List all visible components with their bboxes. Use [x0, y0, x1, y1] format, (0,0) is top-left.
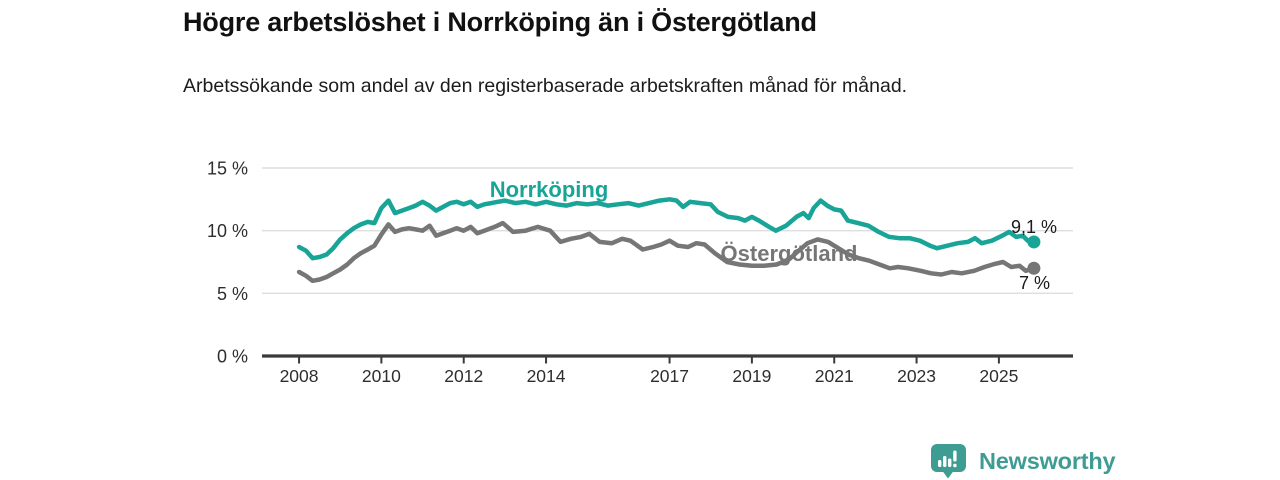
x-tick-label: 2025	[979, 366, 1018, 386]
x-tick-label: 2012	[444, 366, 483, 386]
y-tick-label: 15 %	[207, 159, 248, 179]
series-label-norrkoping: Norrköping	[490, 177, 609, 202]
series-line-ostergotland	[296, 220, 1037, 284]
page-title: Högre arbetslöshet i Norrköping än i Öst…	[183, 7, 817, 37]
series-line-norrkoping	[296, 197, 1037, 261]
x-tick-label: 2021	[815, 366, 854, 386]
bar-chart-pin-icon	[931, 444, 966, 479]
x-tick-label: 2023	[897, 366, 936, 386]
y-tick-label: 5 %	[217, 284, 248, 304]
newsworthy-logo: Newsworthy	[930, 443, 1116, 479]
y-tick-label: 0 %	[217, 347, 248, 367]
x-tick-label: 2014	[527, 366, 566, 386]
newsworthy-wordmark: Newsworthy	[979, 447, 1116, 474]
series-end-dot-norrkoping	[1027, 235, 1041, 249]
end-value-label-ostergotland: 7 %	[1019, 273, 1050, 293]
end-value-label-norrkoping: 9,1 %	[1011, 217, 1057, 237]
y-tick-label: 10 %	[207, 221, 248, 241]
x-tick-label: 2010	[362, 366, 401, 386]
x-tick-label: 2008	[280, 366, 319, 386]
x-tick-label: 2017	[650, 366, 689, 386]
series-end-dot-ostergotland	[1027, 261, 1041, 275]
series-label-ostergotland: Östergötland	[721, 241, 858, 266]
chart-subtitle: Arbetssökande som andel av den registerb…	[183, 75, 908, 97]
x-tick-label: 2019	[732, 366, 771, 386]
